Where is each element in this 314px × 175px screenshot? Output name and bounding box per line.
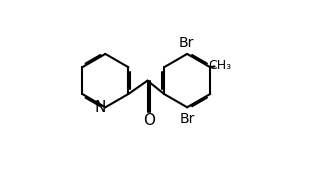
Text: N: N [95,100,106,115]
Text: Br: Br [179,36,194,50]
Text: O: O [143,113,155,128]
Text: Br: Br [180,112,195,126]
Text: CH₃: CH₃ [209,59,232,72]
